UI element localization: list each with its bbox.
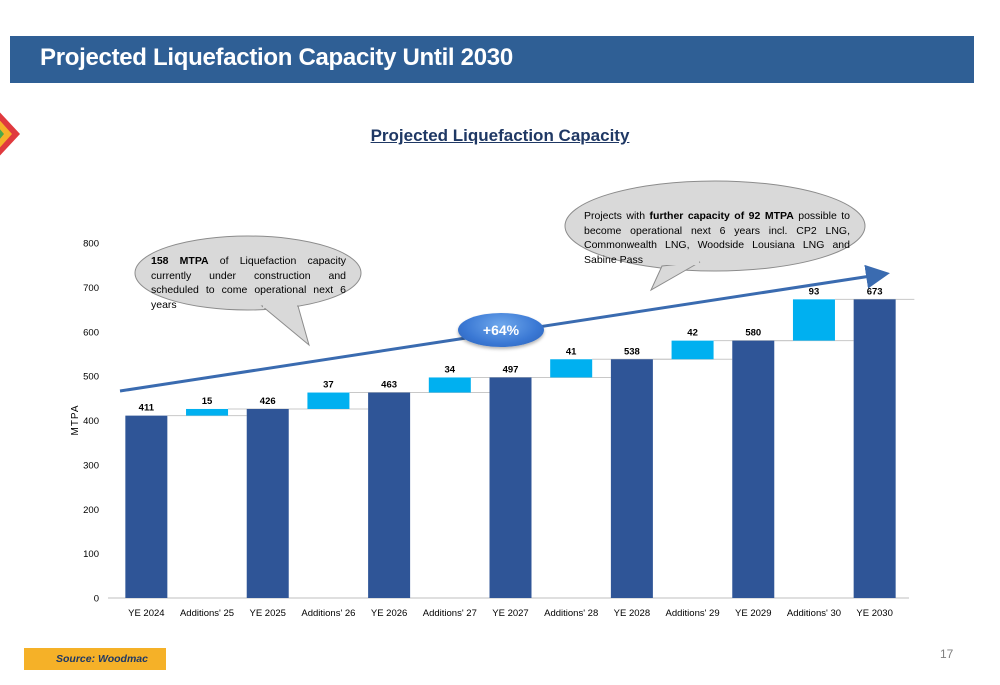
addition-bar bbox=[671, 340, 714, 360]
header-bar: Projected Liquefaction Capacity Until 20… bbox=[10, 36, 974, 83]
y-tick-label: 500 bbox=[83, 372, 99, 383]
callout-bold-further: further capacity of 92 MTPA bbox=[649, 210, 794, 222]
addition-bar bbox=[307, 392, 350, 409]
y-tick-label: 0 bbox=[94, 594, 99, 605]
total-bar bbox=[368, 392, 411, 598]
x-tick-label: YE 2030 bbox=[856, 608, 892, 619]
x-tick-label: YE 2024 bbox=[128, 608, 164, 619]
data-label: 93 bbox=[809, 286, 820, 297]
chart-title: Projected Liquefaction Capacity bbox=[370, 126, 630, 145]
data-label: 580 bbox=[745, 328, 761, 339]
data-label: 673 bbox=[867, 286, 883, 297]
y-tick-label: 400 bbox=[83, 416, 99, 427]
addition-bar bbox=[550, 359, 593, 378]
data-label: 42 bbox=[687, 328, 698, 339]
x-tick-label: Additions' 27 bbox=[423, 608, 477, 619]
addition-bar bbox=[428, 377, 471, 393]
data-label: 538 bbox=[624, 346, 640, 357]
x-tick-label: Additions' 25 bbox=[180, 608, 234, 619]
addition-bar bbox=[792, 299, 835, 341]
total-bar bbox=[489, 377, 532, 598]
callout-body-further: possible to become operational next 6 ye… bbox=[584, 210, 850, 266]
x-tick-label: Additions' 30 bbox=[787, 608, 841, 619]
total-bar bbox=[246, 408, 289, 598]
data-label: 497 bbox=[503, 364, 519, 375]
y-tick-label: 100 bbox=[83, 549, 99, 560]
source-label: Source: Woodmac bbox=[24, 648, 166, 670]
data-label: 426 bbox=[260, 396, 276, 407]
page-title: Projected Liquefaction Capacity Until 20… bbox=[40, 44, 513, 71]
data-label: 463 bbox=[381, 380, 397, 391]
data-label: 41 bbox=[566, 346, 577, 357]
data-label: 411 bbox=[139, 403, 155, 414]
x-tick-label: YE 2027 bbox=[492, 608, 528, 619]
y-tick-label: 700 bbox=[83, 283, 99, 294]
total-bar bbox=[610, 359, 653, 598]
callout-lead-further: Projects with bbox=[584, 210, 650, 222]
callout-bold-construction: 158 MTPA bbox=[151, 255, 209, 267]
x-tick-label: YE 2025 bbox=[250, 608, 286, 619]
callout-bubble-further bbox=[564, 180, 866, 272]
y-tick-label: 300 bbox=[83, 460, 99, 471]
company-logo bbox=[0, 112, 20, 156]
page-number: 17 bbox=[940, 647, 954, 661]
y-tick-label: 600 bbox=[83, 327, 99, 338]
data-label: 37 bbox=[323, 380, 334, 391]
x-tick-label: Additions' 26 bbox=[301, 608, 355, 619]
total-bar bbox=[732, 340, 775, 598]
callout-bubble-construction bbox=[134, 235, 362, 311]
data-label: 34 bbox=[445, 364, 456, 375]
addition-bar bbox=[186, 408, 229, 416]
y-tick-label: 200 bbox=[83, 505, 99, 516]
callout-text-further: Projects with further capacity of 92 MTP… bbox=[584, 209, 850, 267]
total-bar bbox=[853, 299, 896, 598]
growth-badge: +64% bbox=[458, 313, 544, 347]
data-label: 15 bbox=[202, 396, 213, 407]
total-bar bbox=[125, 415, 168, 598]
x-tick-label: YE 2029 bbox=[735, 608, 771, 619]
y-tick-label: 800 bbox=[83, 239, 99, 250]
x-tick-label: YE 2026 bbox=[371, 608, 407, 619]
y-axis-label: MTPA bbox=[70, 404, 81, 435]
x-tick-label: Additions' 29 bbox=[666, 608, 720, 619]
x-tick-label: YE 2028 bbox=[614, 608, 650, 619]
callout-body-construction: of Liquefaction capacity currently under… bbox=[151, 255, 346, 311]
x-tick-label: Additions' 28 bbox=[544, 608, 598, 619]
callout-text-construction: 158 MTPA of Liquefaction capacity curren… bbox=[151, 254, 346, 312]
